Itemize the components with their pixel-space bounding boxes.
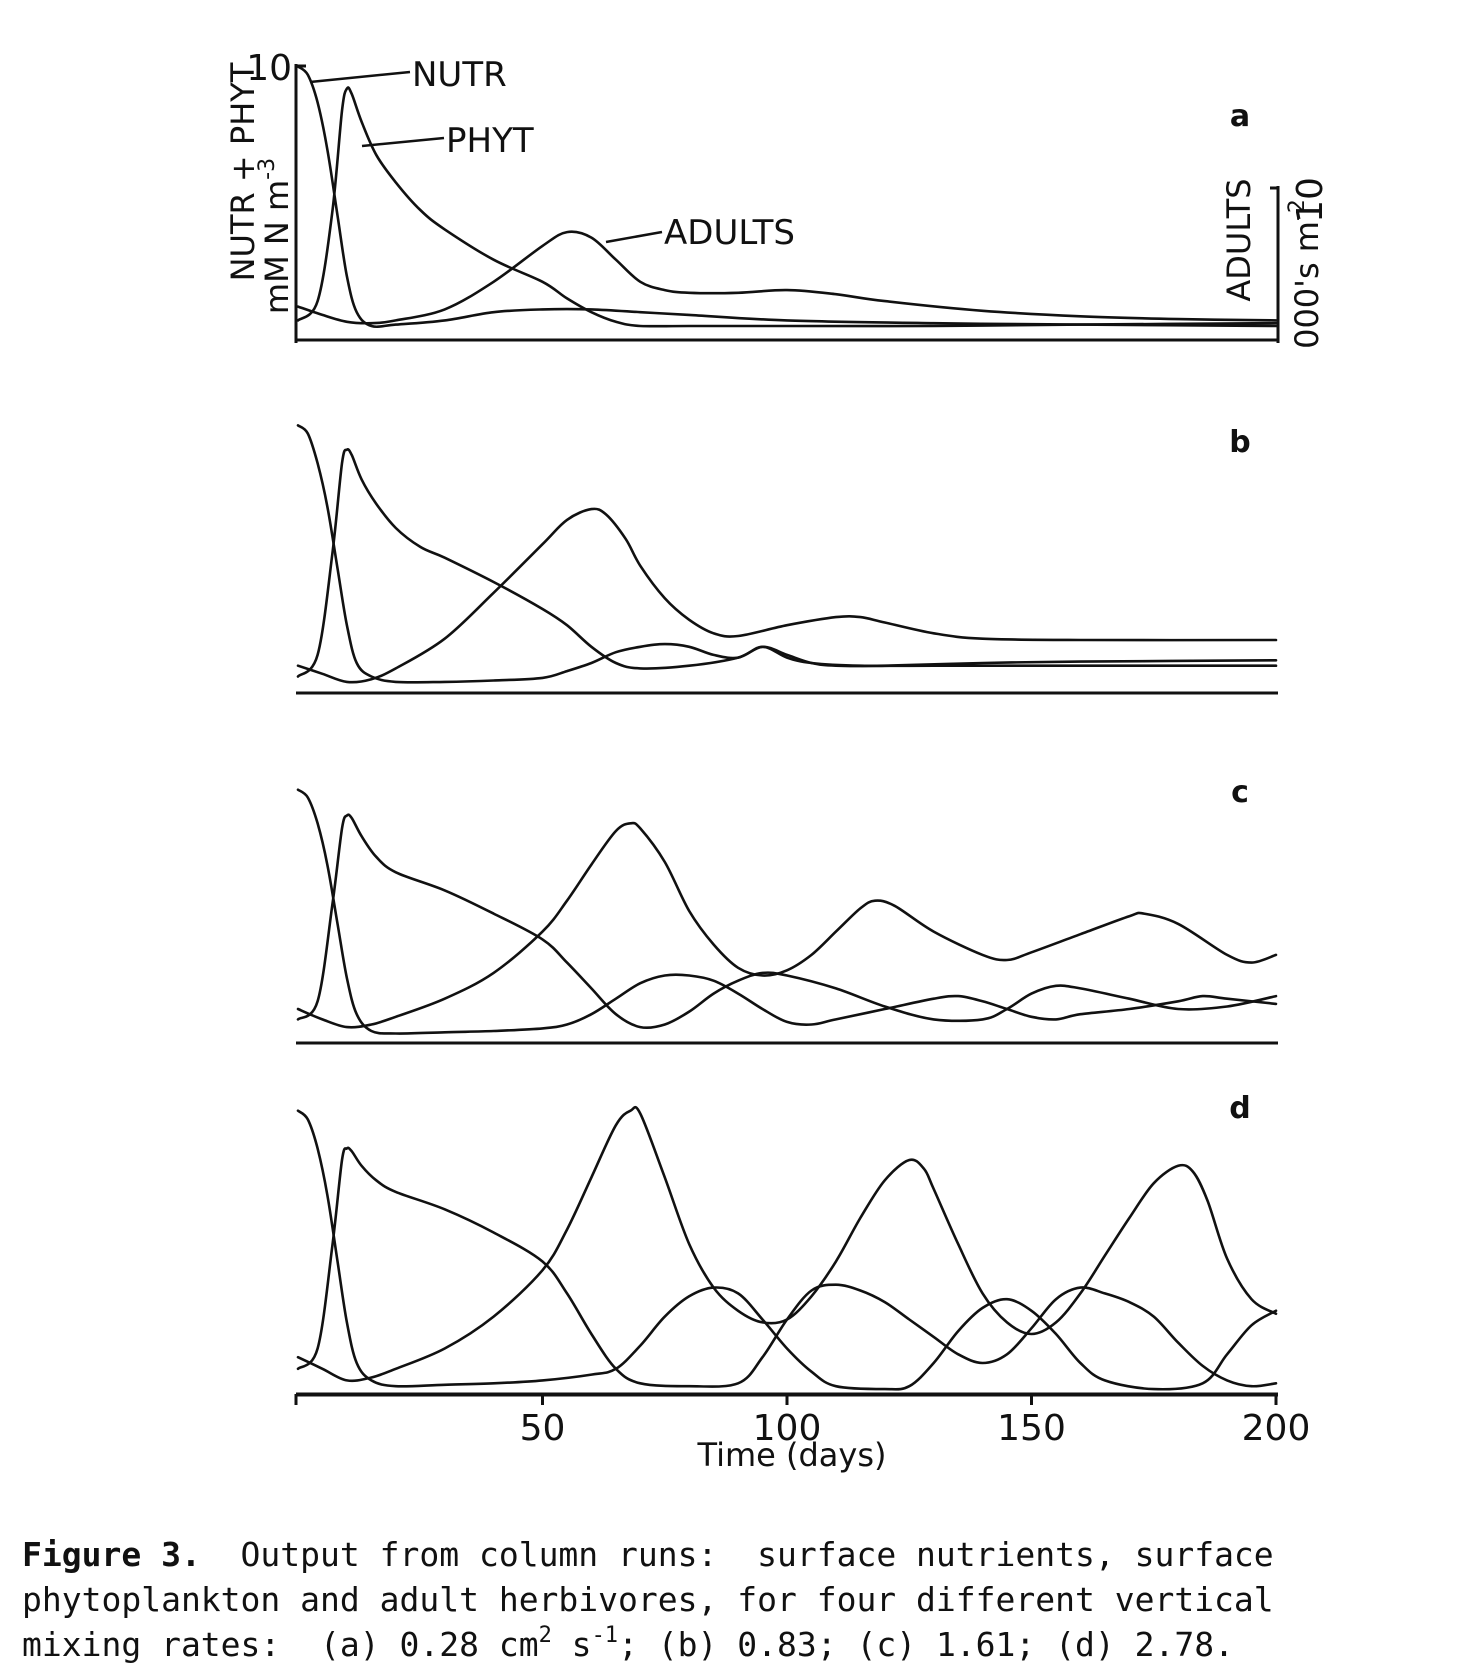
panel-b-nutr-line xyxy=(296,424,1278,684)
adults-leader-line xyxy=(605,230,663,244)
caption-line3-part3: ; (b) 0.83; (c) 1.61; (d) 2.78. xyxy=(618,1625,1234,1664)
x-tick-label-150: 150 xyxy=(997,1408,1066,1449)
panel-c-letter: c xyxy=(1231,775,1249,810)
x-tick-label-200: 200 xyxy=(1242,1408,1311,1449)
caption-line1-text: Output from column runs: surface nutrien… xyxy=(200,1535,1274,1574)
panel-b-letter: b xyxy=(1229,425,1250,460)
right-y-axis-top-label-group: 10 xyxy=(1290,177,1331,223)
x-axis-ticks: 50 100 150 200 xyxy=(520,1394,1311,1449)
right-y-axis-units-text: 000's m xyxy=(1288,221,1326,349)
caption-line2: phytoplankton and adult herbivores, for … xyxy=(22,1580,1274,1619)
panel-c-phyt-line xyxy=(296,813,1278,1030)
right-y-axis-title: ADULTS xyxy=(1220,178,1258,301)
adults-series-label: ADULTS xyxy=(664,213,795,253)
phyt-series-label: PHYT xyxy=(446,121,534,161)
svg-text:mM N m-3: mM N m-3 xyxy=(255,158,296,314)
phyt-leader-line xyxy=(361,136,445,148)
panel-b-phyt-line xyxy=(296,448,1278,678)
x-tick-label-100: 100 xyxy=(753,1408,822,1449)
panel-c-nutr-line xyxy=(296,788,1278,1035)
panel-a-adults-line xyxy=(296,230,1278,325)
figure-caption: Figure 3. Output from column runs: surfa… xyxy=(22,1532,1462,1667)
panel-a-phyt-line xyxy=(296,86,1278,328)
panel-b-adults-line xyxy=(296,507,1278,684)
svg-text:000's m-2: 000's m-2 xyxy=(1285,199,1326,349)
caption-label: Figure 3. xyxy=(22,1535,201,1574)
right-y-axis-units-sup: -2 xyxy=(1285,199,1310,221)
left-y-axis-title: NUTR + PHYT xyxy=(224,62,262,281)
panel-a: a xyxy=(296,65,1278,342)
right-y-axis-top-label: 10 xyxy=(1290,177,1331,223)
left-y-axis-title-line1: NUTR + PHYT xyxy=(224,62,262,281)
panel-d-letter: d xyxy=(1229,1091,1250,1126)
panel-c-adults-line xyxy=(296,821,1278,1029)
nutr-series-label: NUTR xyxy=(412,55,507,95)
panel-d-phyt-line xyxy=(296,1146,1278,1388)
nutr-leader-line xyxy=(309,70,411,84)
panel-a-nutr-line xyxy=(296,65,1278,329)
left-y-axis-top-label: 10 xyxy=(246,48,292,89)
caption-line3-part1: mixing rates: (a) 0.28 cm xyxy=(22,1625,539,1664)
right-y-axis-units: 000's m-2 xyxy=(1285,199,1326,349)
panel-d-adults-line xyxy=(296,1105,1278,1383)
caption-line3-sup2: -1 xyxy=(591,1623,619,1648)
caption-line3-part2: s xyxy=(551,1625,592,1664)
x-tick-label-50: 50 xyxy=(520,1408,566,1449)
left-y-axis-units-sup: -3 xyxy=(255,158,280,180)
left-y-axis-units: mM N m-3 xyxy=(255,158,296,314)
panel-d-nutr-line xyxy=(296,1109,1278,1391)
panel-a-letter: a xyxy=(1230,99,1250,134)
caption-line3-sup1: 2 xyxy=(538,1623,552,1648)
chart-panels: a b c d xyxy=(296,65,1278,1397)
panel-d: d xyxy=(296,1091,1278,1397)
left-y-axis-units-text: mM N m xyxy=(258,180,296,314)
x-axis-title: Time (days) xyxy=(697,1436,887,1474)
right-y-axis-title-line1: ADULTS xyxy=(1220,178,1258,301)
panel-b: b xyxy=(296,424,1278,695)
panel-c: c xyxy=(296,775,1278,1045)
